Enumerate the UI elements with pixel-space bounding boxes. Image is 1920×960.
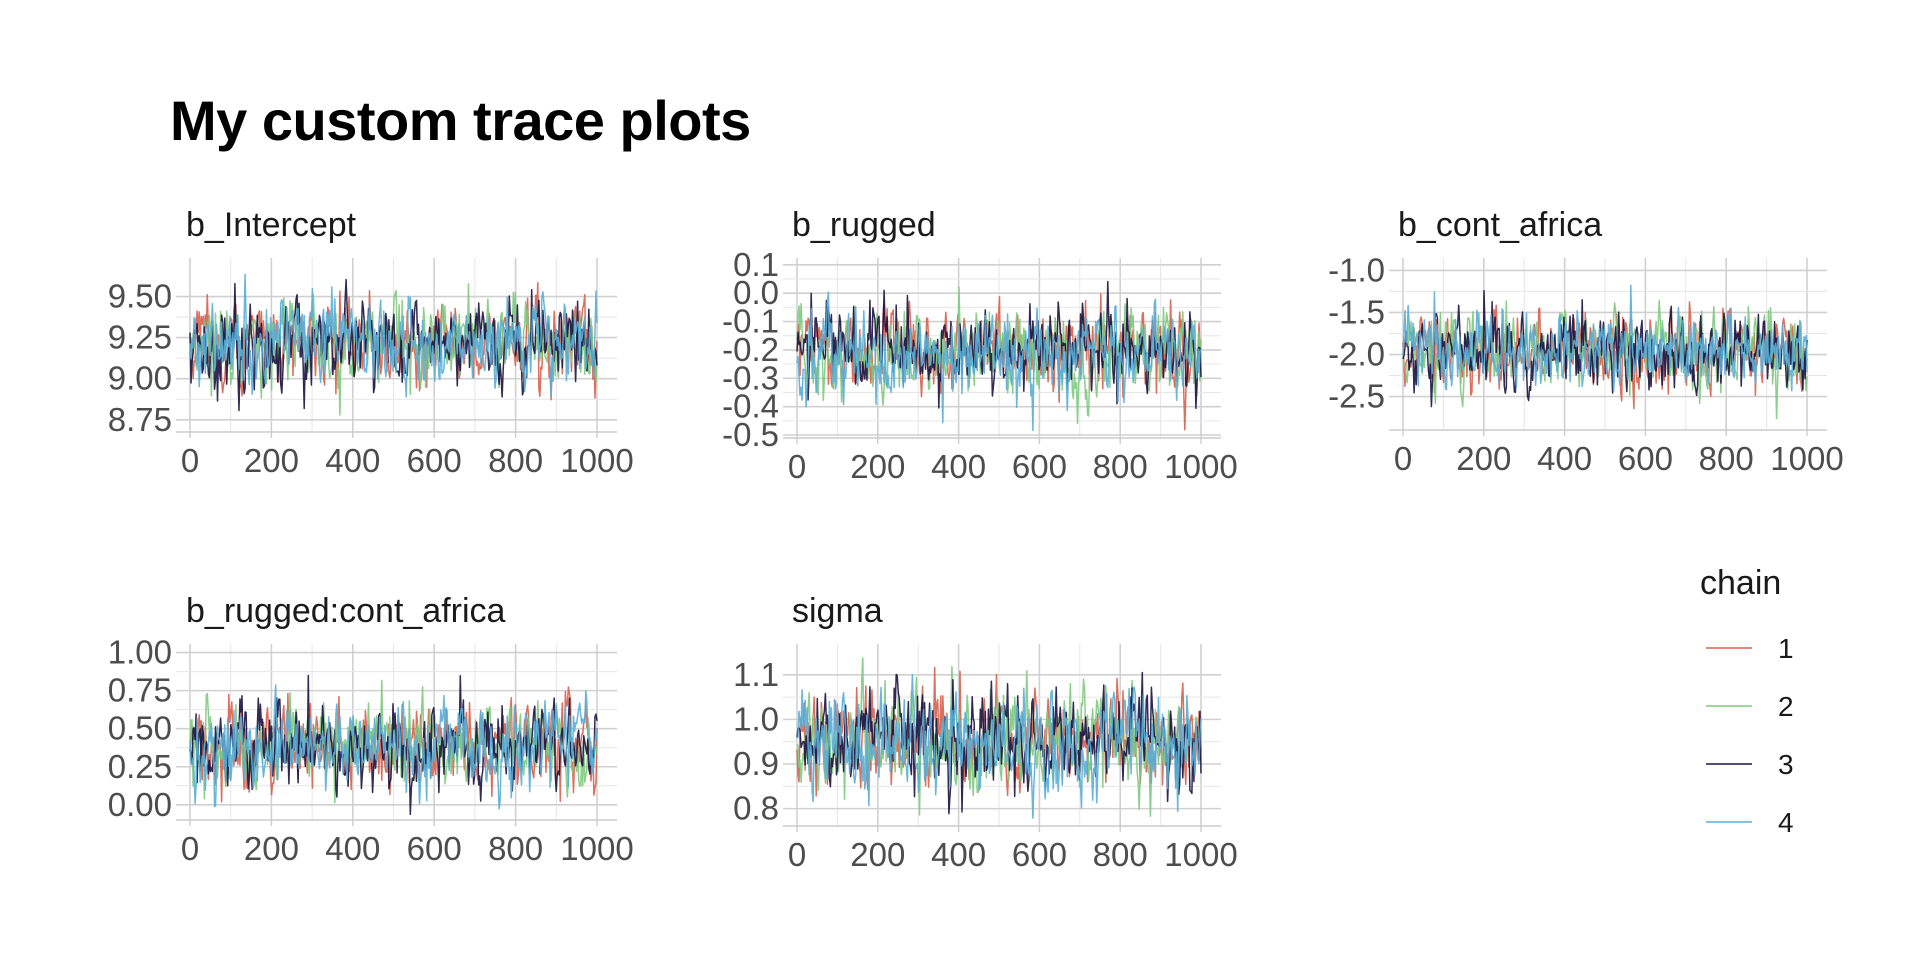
legend-label: 1 bbox=[1778, 633, 1794, 664]
x-tick-label: 400 bbox=[931, 448, 986, 485]
y-tick-label: 1.00 bbox=[108, 634, 172, 671]
x-tick-label: 600 bbox=[1618, 440, 1673, 477]
y-tick-label: 9.50 bbox=[108, 278, 172, 315]
legend: chain 1 2 3 4 bbox=[1700, 564, 1794, 838]
y-tick-label: 9.00 bbox=[108, 360, 172, 397]
y-tick-label: -0.5 bbox=[722, 416, 779, 453]
y-tick-label: 8.75 bbox=[108, 401, 172, 438]
x-tick-label: 1000 bbox=[560, 830, 633, 867]
x-tick-label: 400 bbox=[325, 830, 380, 867]
x-tick-label: 800 bbox=[488, 442, 543, 479]
trace-line-chain-4 bbox=[189, 273, 598, 398]
legend-title: chain bbox=[1700, 564, 1781, 602]
trace-panel-3: b_cont_africa -2.5 -2.0 -1.5 -1.0 0 200 400 600 8… bbox=[1328, 206, 1844, 477]
x-tick-label: 0 bbox=[181, 830, 199, 867]
x-tick-label: 400 bbox=[325, 442, 380, 479]
y-tick-label: 1.1 bbox=[733, 656, 779, 693]
legend-label: 4 bbox=[1778, 807, 1794, 838]
y-tick-label: 0.8 bbox=[733, 790, 779, 827]
x-tick-label: 800 bbox=[488, 830, 543, 867]
x-tick-label: 200 bbox=[850, 836, 905, 873]
trace-panel-2: b_rugged -0.5-0.4-0.3-0.2-0.10.00.1 0 200 40… bbox=[722, 206, 1238, 485]
y-tick-label: -0.4 bbox=[722, 388, 779, 425]
x-tick-label: 800 bbox=[1093, 836, 1148, 873]
y-tick-label: -0.2 bbox=[722, 331, 779, 368]
x-tick-label: 200 bbox=[1456, 440, 1511, 477]
x-tick-label: 0 bbox=[1394, 440, 1412, 477]
legend-label: 2 bbox=[1778, 691, 1794, 722]
trace-panel-5: sigma 0.8 0.9 1.0 1.1 0 200 400 600 800 1000 bbox=[733, 592, 1238, 873]
x-tick-label: 400 bbox=[931, 836, 986, 873]
panel-title: b_Intercept bbox=[186, 206, 357, 244]
y-tick-label: -0.3 bbox=[722, 359, 779, 396]
y-tick-label: 0.0 bbox=[733, 274, 779, 311]
y-tick-label: -1.5 bbox=[1328, 293, 1385, 330]
x-tick-label: 0 bbox=[181, 442, 199, 479]
x-tick-label: 0 bbox=[788, 448, 806, 485]
y-tick-label: -0.1 bbox=[722, 303, 779, 340]
y-tick-label: 0.9 bbox=[733, 745, 779, 782]
y-tick-label: 0.50 bbox=[108, 710, 172, 747]
x-tick-label: 600 bbox=[407, 442, 462, 479]
x-tick-label: 600 bbox=[1012, 836, 1067, 873]
y-tick-label: -2.0 bbox=[1328, 336, 1385, 373]
panel-title: b_rugged bbox=[792, 206, 936, 244]
x-tick-label: 1000 bbox=[560, 442, 633, 479]
x-tick-label: 0 bbox=[788, 836, 806, 873]
chart-title: My custom trace plots bbox=[170, 89, 751, 152]
trace-panel-1: b_Intercept 8.75 9.00 9.25 9.50 0 200 400 600 800… bbox=[108, 206, 634, 479]
y-tick-label: 9.25 bbox=[108, 319, 172, 356]
trace-line-chain-2 bbox=[796, 286, 1202, 425]
y-tick-label: 0.1 bbox=[733, 246, 779, 283]
trace-panel-4: b_rugged:cont_africa 0.000.250.500.751.00… bbox=[108, 592, 634, 867]
legend-label: 3 bbox=[1778, 749, 1794, 780]
trace-line-chain-4 bbox=[796, 291, 1202, 432]
x-tick-label: 200 bbox=[244, 830, 299, 867]
y-tick-label: -2.5 bbox=[1328, 378, 1385, 415]
panel-title: b_rugged:cont_africa bbox=[186, 592, 506, 630]
trace-line-chain-4 bbox=[796, 673, 1202, 819]
x-tick-label: 1000 bbox=[1164, 836, 1237, 873]
y-tick-label: -1.0 bbox=[1328, 251, 1385, 288]
y-tick-label: 1.0 bbox=[733, 700, 779, 737]
x-tick-label: 600 bbox=[1012, 448, 1067, 485]
x-tick-label: 1000 bbox=[1164, 448, 1237, 485]
y-tick-label: 0.75 bbox=[108, 672, 172, 709]
y-tick-label: 0.25 bbox=[108, 748, 172, 785]
x-tick-label: 800 bbox=[1699, 440, 1754, 477]
x-tick-label: 800 bbox=[1093, 448, 1148, 485]
x-tick-label: 1000 bbox=[1770, 440, 1843, 477]
x-tick-label: 600 bbox=[407, 830, 462, 867]
trace-line-chain-4 bbox=[189, 684, 598, 810]
trace-line-chain-4 bbox=[1402, 284, 1808, 392]
panel-title: b_cont_africa bbox=[1398, 206, 1602, 244]
x-tick-label: 200 bbox=[850, 448, 905, 485]
panel-title: sigma bbox=[792, 592, 883, 630]
y-tick-label: 0.00 bbox=[108, 786, 172, 823]
x-tick-label: 400 bbox=[1537, 440, 1592, 477]
x-tick-label: 200 bbox=[244, 442, 299, 479]
